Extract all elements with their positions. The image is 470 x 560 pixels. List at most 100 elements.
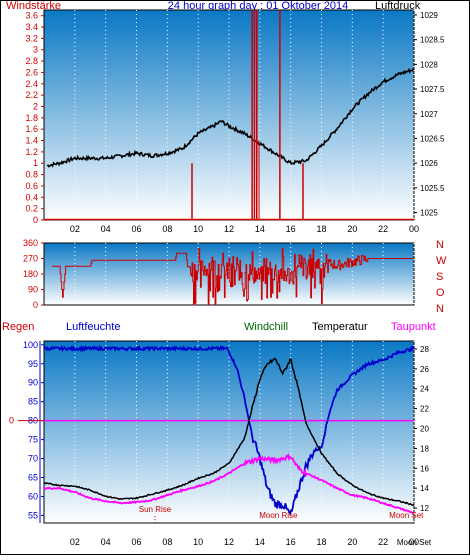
- compass-label: N: [436, 239, 444, 251]
- header-left: Windstärke: [6, 0, 61, 12]
- y-left-tick-label: 2: [33, 101, 38, 111]
- temperature-tick-label: 20: [420, 425, 429, 434]
- panel-temperature: [43, 340, 415, 524]
- y-right-tick-label: 1028: [420, 60, 438, 69]
- compass-label: W: [436, 255, 447, 267]
- x-tick-label: 04: [101, 224, 111, 234]
- temperature-tick-label: 22: [420, 405, 429, 414]
- humidity-tick-label: 65: [28, 473, 38, 483]
- x-tick-label: 14: [255, 224, 265, 234]
- y-right-tick-label: 1027: [420, 110, 438, 119]
- moonset-corner-label: Moon Set: [397, 538, 432, 547]
- humidity-tick-label: 100: [23, 340, 38, 350]
- y-left-tick-label: 2.2: [25, 90, 38, 100]
- y-right-tick-label: 1026.5: [420, 134, 445, 143]
- y-right-tick-label: 1028.5: [420, 36, 445, 45]
- y-left-tick-label: 2.8: [25, 56, 38, 66]
- y-left-tick-label: 1.2: [25, 147, 38, 157]
- y-right-tick-label: 1029: [420, 11, 438, 20]
- pressure-wind-plot: 02 04 06 08 10 12 14 16 18 20 22 0000.20.40.60.811.…: [25, 10, 445, 234]
- x-tick-label: 18: [316, 224, 326, 234]
- x-tick-label: 16: [286, 537, 296, 547]
- compass-label: N: [436, 303, 444, 315]
- y-left-tick-label: 3.6: [25, 11, 38, 21]
- y-left-tick-label: 0.6: [25, 181, 38, 191]
- direction-tick-label: 0: [33, 300, 38, 310]
- x-tick-label: 00: [409, 224, 419, 234]
- humidity-tick-label: 90: [28, 378, 38, 388]
- y-left-tick-label: 3.4: [25, 22, 38, 32]
- direction-line: [51, 247, 414, 306]
- x-tick-label: 16: [286, 224, 296, 234]
- header-center: 24 hour graph day : 01 Oktober 2014: [168, 0, 348, 12]
- dewpoint-line: [43, 452, 415, 514]
- x-tick-label: 08: [162, 224, 172, 234]
- header-humidity: Luftfeuchte: [66, 321, 120, 333]
- y-left-tick-label: 0.4: [25, 192, 38, 202]
- header-temperature: Temperatur: [312, 321, 368, 333]
- direction-tick-label: 360: [23, 238, 38, 248]
- moonrise-label: Moon Rise: [259, 511, 298, 520]
- humidity-tick-label: 85: [28, 397, 38, 407]
- temperature-tick-label: 14: [420, 484, 429, 493]
- header-dewpoint: Taupunkt: [391, 321, 436, 333]
- compass-label: S: [436, 271, 443, 283]
- x-tick-label: 10: [193, 537, 203, 547]
- direction-tick-label: 90: [28, 285, 38, 295]
- direction-tick-label: 180: [23, 269, 38, 279]
- x-tick-label: 06: [131, 537, 141, 547]
- y-left-tick-label: 0.8: [25, 170, 38, 180]
- x-tick-label: 00: [409, 537, 419, 547]
- x-tick-label: 20: [347, 224, 357, 234]
- humidity-tick-label: 55: [28, 510, 38, 520]
- humidity-line: [43, 344, 415, 517]
- x-tick-label: 04: [101, 537, 111, 547]
- y-left-tick-label: 2.4: [25, 79, 38, 89]
- sunrise-label: Sun Rise: [139, 505, 172, 514]
- rain-tick-label: 0: [9, 416, 14, 426]
- y-left-tick-label: 0.2: [25, 204, 38, 214]
- y-left-tick-label: 3.2: [25, 33, 38, 43]
- moonset-label: Moon Set: [389, 511, 424, 520]
- temperature-tick-label: 28: [420, 345, 429, 354]
- humidity-tick-label: 75: [28, 435, 38, 445]
- x-tick-label: 08: [162, 537, 172, 547]
- y-right-tick-label: 1026: [420, 159, 438, 168]
- y-left-tick-label: 1.8: [25, 113, 38, 123]
- y-right-tick-label: 1025.5: [420, 184, 445, 193]
- humidity-tick-label: 70: [28, 454, 38, 464]
- temperature-tick-label: 24: [420, 385, 429, 394]
- humidity-temperature-plot: 02 04 06 08 10 12 14 16 18 20 22 005560657075808590…: [9, 340, 432, 547]
- x-tick-label: 12: [224, 224, 234, 234]
- header-windchill: Windchill: [244, 321, 288, 333]
- temperature-tick-label: 26: [420, 365, 429, 374]
- header-rain: Regen: [2, 321, 34, 333]
- y-left-tick-label: 3: [33, 45, 38, 55]
- x-tick-label: 14: [255, 537, 265, 547]
- x-tick-label: 18: [316, 537, 326, 547]
- compass-label: O: [436, 287, 445, 299]
- y-right-tick-label: 1025: [420, 209, 438, 218]
- y-left-tick-label: 1.6: [25, 124, 38, 134]
- x-tick-label: 02: [70, 537, 80, 547]
- x-tick-label: 22: [378, 537, 388, 547]
- humidity-tick-label: 95: [28, 359, 38, 369]
- temperature-tick-label: 16: [420, 464, 429, 473]
- x-tick-label: 10: [193, 224, 203, 234]
- x-tick-label: 06: [131, 224, 141, 234]
- humidity-tick-label: 60: [28, 491, 38, 501]
- temperature-tick-label: 12: [420, 504, 429, 513]
- y-right-tick-label: 1027.5: [420, 85, 445, 94]
- y-left-tick-label: 1: [33, 158, 38, 168]
- y-left-tick-label: 2.6: [25, 67, 38, 77]
- y-left-tick-label: 1.4: [25, 136, 38, 146]
- header-right: Luftdruck: [375, 0, 421, 12]
- temperature-tick-label: 18: [420, 444, 429, 453]
- x-tick-label: 12: [224, 537, 234, 547]
- x-tick-label: 02: [70, 224, 80, 234]
- pressure-line: [46, 67, 415, 168]
- direction-tick-label: 270: [23, 254, 38, 264]
